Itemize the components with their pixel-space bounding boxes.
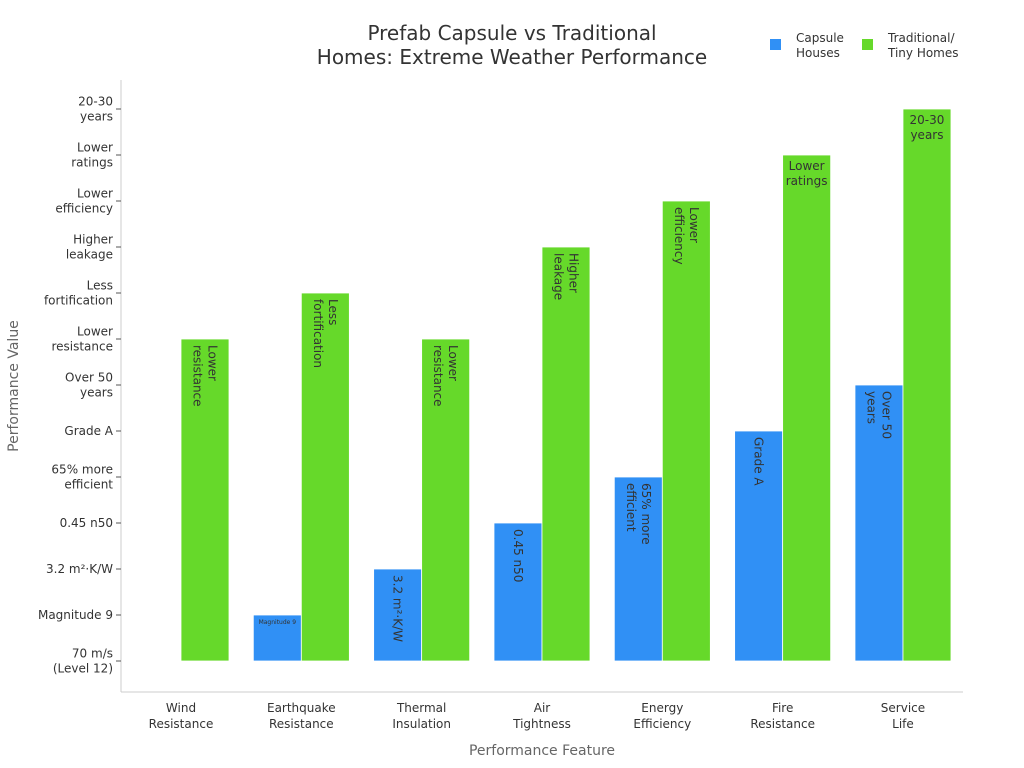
bar-capsule (854, 384, 904, 662)
bar-label: Lowerefficiency (672, 207, 701, 265)
legend-label: Traditional/Tiny Homes (887, 31, 959, 60)
bar-traditional (421, 338, 471, 662)
y-tick-label: 20-30 years (78, 95, 113, 124)
x-tick-label: Energy Efficiency (633, 701, 691, 731)
x-tick-label: Fire Resistance (750, 701, 815, 731)
axes: 70 m/s (Level 12) Magnitude 9 3.2 m²·K/W 0.4… (6, 80, 963, 759)
bar-label: Lower ratings (786, 159, 828, 188)
bar-label: Magnitude 9 (259, 619, 297, 626)
y-tick-label: 65% more efficient (51, 463, 113, 492)
legend: Capsule Houses Traditional/Tiny Homes (770, 31, 959, 60)
bar-traditional (180, 338, 230, 662)
bars: Magnitude 9 3.2 m²·K/W 0.45 n50 65% moreeff… (180, 108, 952, 662)
bar-capsule (373, 568, 423, 662)
bar-traditional (300, 292, 350, 662)
y-tick-label: Lower ratings (71, 141, 113, 170)
title-text: Prefab Capsule vs Traditional Homes: Extr… (317, 21, 707, 69)
bar-capsule (613, 476, 663, 662)
bar-label: Higherleakage (551, 253, 580, 300)
y-tick-label: Lower resistance (51, 325, 113, 354)
y-tick-label: Over 50 years (65, 371, 113, 400)
x-tick-label: Earthquake Resistance (267, 701, 336, 731)
y-tick-label: Less fortification (44, 279, 113, 308)
bar-traditional (541, 246, 591, 662)
y-axis-label: Performance Value (6, 320, 22, 452)
chart-title: Prefab Capsule vs Traditional Homes: Extr… (317, 21, 707, 69)
bar-label: 3.2 m²·K/W (391, 575, 405, 642)
legend-label: Capsule Houses (796, 31, 844, 60)
x-tick-label: Service Life (881, 701, 925, 731)
bar-label: 0.45 n50 (511, 529, 525, 582)
bar-label: Lessfortification (311, 299, 340, 368)
x-tick-label: Wind Resistance (149, 701, 214, 731)
y-tick-label: Magnitude 9 (38, 608, 113, 622)
bar-capsule (734, 430, 784, 662)
y-tick-label: Grade A (64, 424, 113, 438)
bar-label: Grade A (752, 437, 766, 486)
bar-label: Over 50years (864, 391, 893, 439)
y-tick-label: Higher leakage (66, 233, 113, 262)
bar-traditional (661, 200, 711, 662)
legend-swatch (862, 39, 873, 50)
y-tick-label: 3.2 m²·K/W (46, 562, 113, 576)
bar-traditional (902, 108, 952, 662)
bar-capsule (252, 614, 302, 662)
y-tick-label: 0.45 n50 (60, 516, 113, 530)
bar-traditional (782, 154, 832, 662)
legend-swatch (770, 39, 781, 50)
bar-label: Lowerresistance (431, 345, 460, 407)
y-tick-label: 70 m/s (Level 12) (53, 647, 113, 676)
bar-label: 65% moreefficient (624, 483, 653, 545)
bar-label: 20-30 years (910, 113, 945, 142)
x-axis-label: Performance Feature (469, 743, 615, 759)
x-tick-label: Thermal Insulation (392, 701, 451, 731)
x-tick-label: Air Tightness (512, 701, 571, 731)
bar-capsule (493, 522, 543, 662)
bar-label: Lowerresistance (191, 345, 220, 407)
y-tick-label: Lower efficiency (55, 187, 113, 216)
